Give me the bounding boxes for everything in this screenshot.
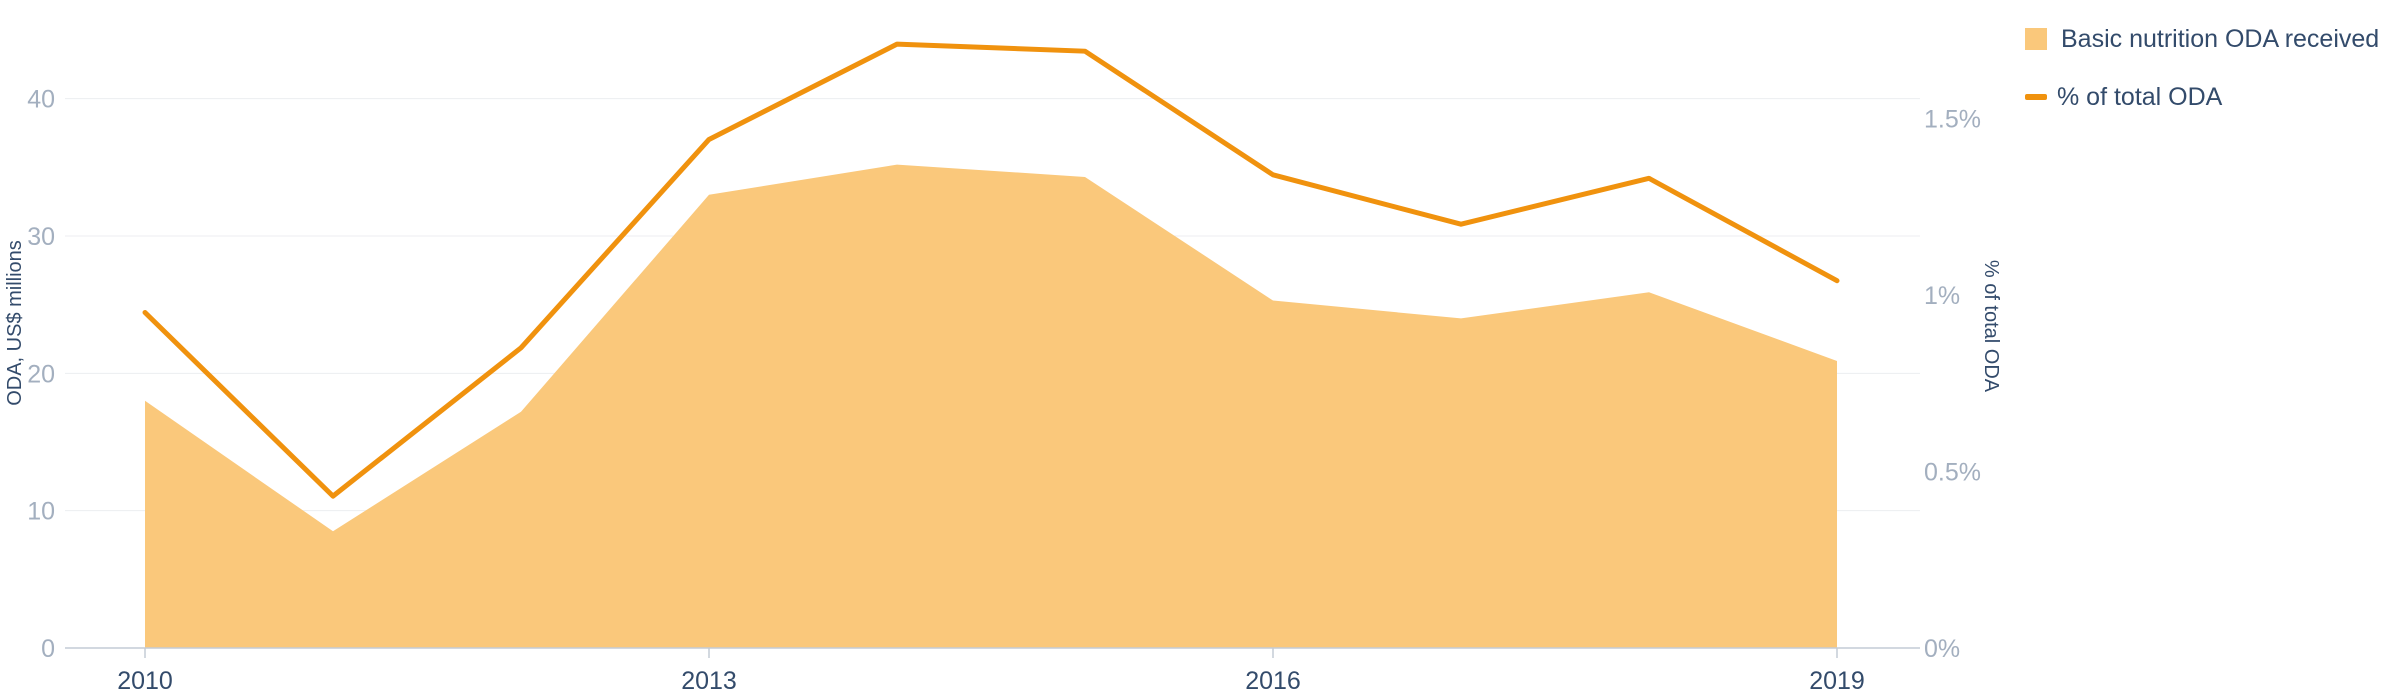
- oda-area-series: [145, 164, 1837, 648]
- left-tick-label: 10: [27, 498, 55, 526]
- left-tick-label: 20: [27, 360, 55, 388]
- left-tick-label: 40: [27, 86, 55, 114]
- right-tick-label: 0%: [1924, 635, 1960, 663]
- legend-item-line[interactable]: % of total ODA: [2025, 78, 2379, 116]
- x-tick-label: 2010: [117, 667, 173, 695]
- x-tick-label: 2016: [1245, 667, 1301, 695]
- left-tick-label: 30: [27, 223, 55, 251]
- legend-label-area: Basic nutrition ODA received: [2061, 24, 2380, 53]
- left-axis-ticks: 0 10 20 30 40: [27, 86, 55, 663]
- right-tick-label: 1%: [1924, 282, 1960, 310]
- x-tick-label: 2019: [1809, 667, 1865, 695]
- legend-item-area[interactable]: Basic nutrition ODA received: [2025, 20, 2379, 58]
- legend: Basic nutrition ODA received % of total …: [2025, 20, 2379, 136]
- right-axis-ticks: 0% 0.5% 1% 1.5%: [1924, 105, 1981, 663]
- right-axis-title: % of total ODA: [1980, 260, 2002, 393]
- x-tick-label: 2013: [681, 667, 737, 695]
- legend-label-line: % of total ODA: [2057, 82, 2223, 111]
- right-tick-label: 1.5%: [1924, 105, 1981, 133]
- oda-percent-line-series: [142, 41, 1840, 499]
- left-axis-title: ODA, US$ millions: [4, 240, 26, 406]
- left-tick-label: 0: [41, 635, 55, 663]
- legend-swatch-area: [2025, 28, 2047, 50]
- legend-swatch-line: [2025, 94, 2047, 100]
- x-axis-ticks: 2010 2013 2016 2019: [117, 648, 1865, 695]
- right-tick-label: 0.5%: [1924, 458, 1981, 486]
